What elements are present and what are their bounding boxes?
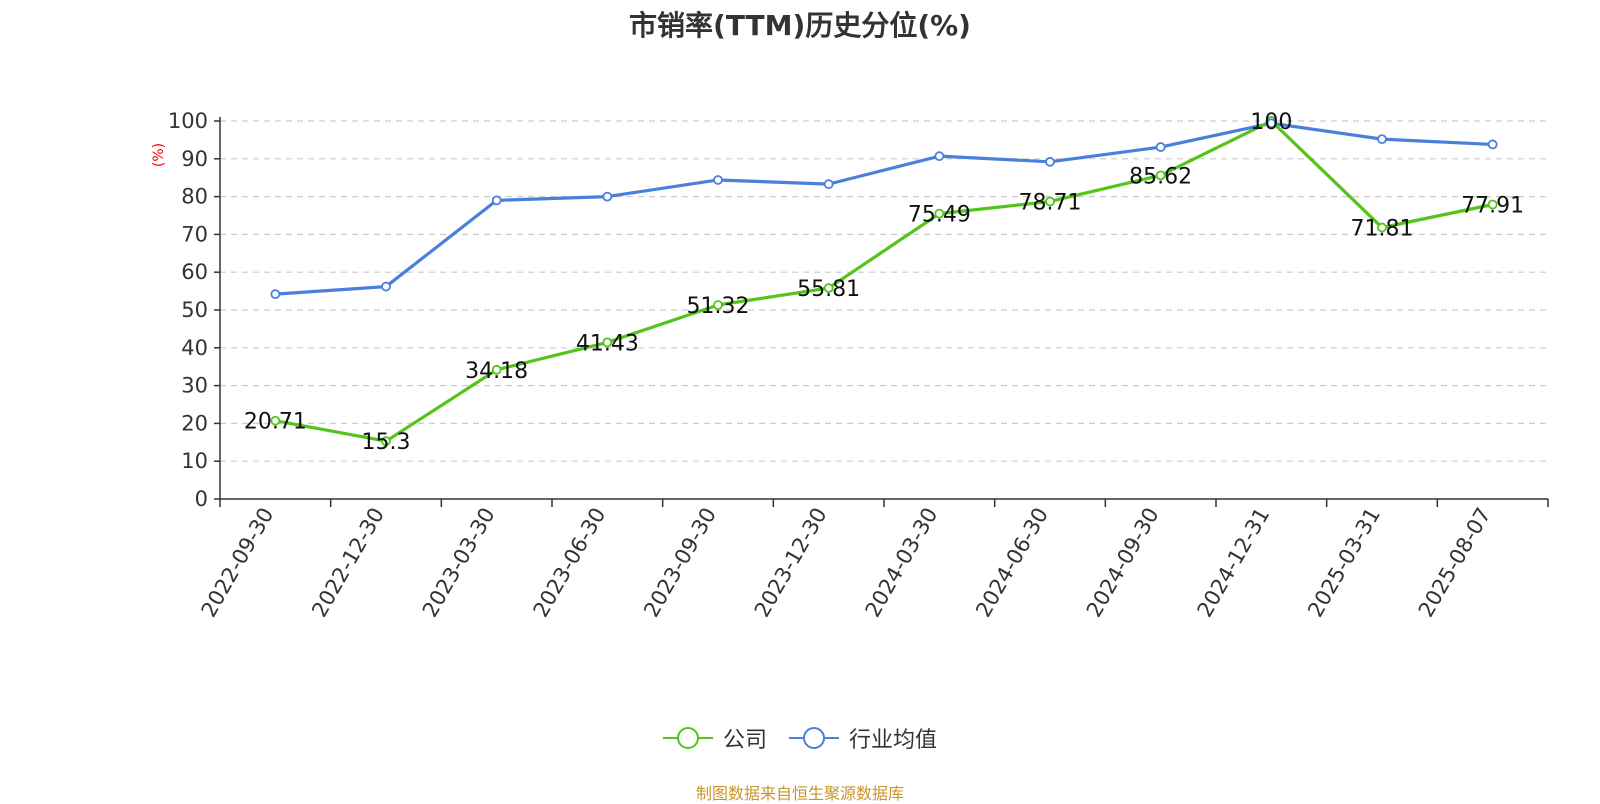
- data-label: 71.81: [1351, 217, 1414, 242]
- legend-marker-industry-average: [789, 727, 839, 749]
- data-point: [1266, 118, 1277, 129]
- data-label: 100: [1250, 110, 1292, 135]
- data-point: [491, 364, 502, 375]
- data-point: [602, 337, 613, 348]
- y-tick-label: 90: [181, 147, 208, 171]
- x-tick-label: 2024-03-30: [861, 504, 943, 622]
- legend-label-industry-average: 行业均值: [849, 728, 938, 753]
- legend-item-company[interactable]: 公司: [662, 722, 767, 754]
- x-tick-label: 2024-09-30: [1082, 504, 1164, 622]
- data-point: [713, 300, 723, 310]
- legend: 公司 行业均值: [0, 722, 1600, 754]
- series-line: [275, 121, 1493, 296]
- y-tick-label: 80: [181, 185, 208, 209]
- data-point: [1155, 142, 1166, 152]
- data-label: 75.49: [908, 203, 971, 228]
- data-point: [823, 179, 834, 190]
- data-point: [934, 151, 945, 162]
- data-label: 55.81: [797, 277, 860, 302]
- data-point: [381, 436, 391, 447]
- chart-title: 市销率(TTM)历史分位(%): [629, 9, 971, 42]
- data-label: 77.91: [1461, 194, 1524, 219]
- y-tick-label: 60: [181, 260, 208, 284]
- x-tick-label: 2025-08-07: [1414, 504, 1496, 622]
- data-point: [1487, 199, 1498, 210]
- x-tick-label: 2022-09-30: [197, 504, 279, 622]
- y-tick-label: 0: [195, 487, 208, 511]
- y-tick-label: 40: [181, 336, 208, 360]
- legend-marker-company: [662, 727, 713, 749]
- data-point: [823, 283, 834, 293]
- y-tick-label: 100: [168, 109, 208, 133]
- legend-item-industry-average[interactable]: 行业均值: [789, 722, 937, 754]
- x-tick-label: 2024-06-30: [971, 504, 1053, 622]
- data-point: [1487, 139, 1498, 150]
- legend-label-company: 公司: [722, 728, 767, 753]
- x-tick-label: 2025-03-31: [1303, 504, 1385, 622]
- data-point: [934, 208, 945, 219]
- data-point: [491, 195, 502, 206]
- data-label: 51.32: [687, 294, 750, 319]
- x-tick-label: 2023-03-30: [418, 504, 500, 622]
- x-tick-label: 2023-09-30: [639, 504, 721, 622]
- x-tick-label: 2024-12-31: [1193, 504, 1275, 622]
- x-tick-label: 2022-12-30: [307, 504, 389, 622]
- data-label: 41.43: [576, 331, 639, 356]
- series-line: [275, 119, 1493, 443]
- data-label: 15.3: [362, 430, 411, 455]
- y-tick-label: 50: [181, 298, 208, 322]
- data-point: [1155, 170, 1166, 181]
- data-label: 34.18: [465, 359, 528, 384]
- data-point: [713, 175, 723, 185]
- y-tick-label: 10: [181, 449, 208, 473]
- y-axis-label: (%): [151, 143, 167, 167]
- y-tick-label: 20: [181, 411, 208, 435]
- data-source-note: 制图数据来自恒生聚源数据库: [695, 784, 904, 803]
- data-point: [270, 415, 281, 426]
- data-label: 20.71: [244, 410, 307, 435]
- data-point: [1377, 222, 1387, 233]
- y-tick-label: 70: [181, 222, 208, 246]
- data-label: 78.71: [1019, 190, 1082, 215]
- data-point: [1045, 156, 1055, 167]
- data-point: [1377, 134, 1387, 145]
- data-point: [1045, 196, 1055, 207]
- x-tick-label: 2023-06-30: [529, 504, 611, 622]
- x-tick-label: 2023-12-30: [750, 504, 832, 622]
- data-point: [602, 191, 613, 202]
- data-point: [381, 281, 391, 292]
- data-point: [270, 289, 281, 300]
- data-label: 85.62: [1129, 164, 1192, 189]
- y-tick-label: 30: [181, 374, 208, 398]
